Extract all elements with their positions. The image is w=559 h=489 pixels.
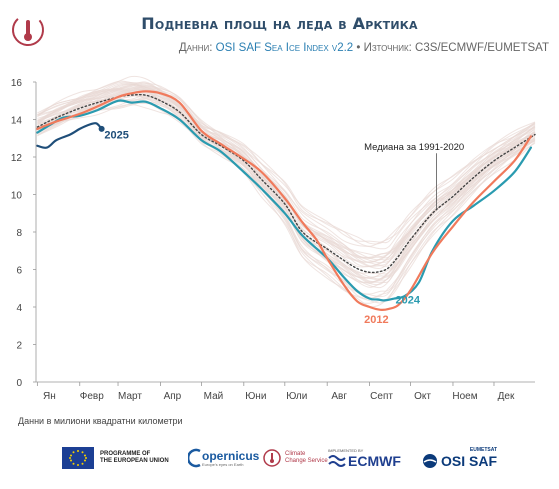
history-line [37,82,536,289]
x-tick-label: Апр [164,391,182,402]
partner-logos: PROGRAMME OF THE EUROPEAN UNION opernicus… [0,440,559,480]
history-line [37,88,536,308]
ecmwf-implemented-by: IMPLEMENTED BY [328,447,364,453]
eumetsat-wordmark: EUMETSAT [469,447,498,453]
ecmwf-logo: IMPLEMENTED BY ECMWF [328,440,401,476]
y-tick-label: 12 [11,153,23,164]
eu-programme-logo: PROGRAMME OF THE EUROPEAN UNION [62,440,169,476]
subtitle-source: OSI SAF Sea Ice Index v2.2 [215,42,354,54]
history-line [37,82,536,268]
history-line [37,97,536,250]
eu-line1: PROGRAMME OF [100,451,151,457]
label-median: Медиана за 1991-2020 [364,142,464,153]
label-2025: 2025 [104,130,128,142]
copernicus-logo: opernicus Europe's eyes on Earth [188,440,259,476]
x-tick-label: Септ [370,391,393,402]
subtitle-suffix: Източник: C3S/ECMWF/EUMETSAT [363,42,549,54]
x-tick-label: Юни [245,391,266,402]
y-tick-label: 8 [16,228,22,239]
x-tick-label: Окт [414,391,431,402]
subtitle-separator: • [353,42,364,54]
copernicus-wordmark: opernicus [202,448,260,463]
x-tick-label: Февр [80,391,104,402]
history-line [37,85,536,288]
series-labels: 2025 2024 2012 Медиана за 1991-2020 [104,130,464,327]
ecmwf-waves-icon [328,454,346,467]
history-line [37,86,536,267]
subtitle: Данни: OSI SAF Sea Ice Index v2.2 • Изто… [179,42,549,54]
x-tick-label: Ноем [452,391,477,402]
osisaf-globe-icon [423,454,437,468]
label-2012: 2012 [364,314,388,326]
ecmwf-wordmark: ECMWF [348,452,401,469]
x-tick-label: Ян [43,391,56,402]
x-tick-label: Авг [331,391,347,402]
x-tick-label: Май [204,391,224,402]
page-title: Подневна площ на леда в Арктика [141,14,418,33]
series-line-2025 [36,122,103,149]
c3s-line1: Climate [285,451,306,457]
y-tick-label: 16 [11,78,23,89]
osisaf-wordmark: OSI SAF [441,453,498,469]
c3s-thermometer-logo [10,12,46,48]
c3s-logo: Climate Change Service [262,440,328,476]
history-line [37,80,536,279]
x-tick-label: Март [118,391,142,402]
y-tick-label: 14 [11,116,23,127]
osisaf-logo: EUMETSAT OSI SAF [422,440,497,476]
eu-flag-icon [62,447,94,469]
sea-ice-extent-chart: 0 2 4 6 8 10 12 14 16 Ян Февр Март Апр Май Юни Юли Авг Се… [11,75,536,402]
copernicus-c-icon [188,448,201,468]
series-line-Медиана-за-1991-2020 [36,93,536,274]
y-tick-label: 10 [11,191,23,202]
series-line-2012 [36,90,532,311]
y-tick-label: 6 [16,266,22,277]
x-tick-label: Юли [286,391,307,402]
axes: 0 2 4 6 8 10 12 14 16 Ян Февр Март Апр Май Юни Юли Авг Се… [11,78,535,402]
series-lines [36,90,536,311]
label-2024: 2024 [396,295,421,307]
history-line [37,91,536,263]
eu-line2: THE EUROPEAN UNION [100,458,169,464]
history-line [37,100,536,261]
history-line [37,83,536,247]
history-line [37,81,536,280]
history-line [37,95,536,304]
series-2025-endpoint [98,125,105,132]
historical-lines [37,75,536,308]
history-line [37,101,536,270]
c3s-line2: Change Service [285,458,328,464]
subtitle-prefix: Данни: [178,42,216,54]
x-tick-label: Дек [498,391,515,402]
copernicus-tagline: Europe's eyes on Earth [202,461,244,467]
y-tick-label: 4 [16,303,22,314]
c3s-icon [263,449,281,467]
history-line [37,88,536,244]
units-footnote: Данни в милиони квадратни километри [18,416,183,426]
y-tick-label: 0 [16,378,22,389]
y-tick-label: 2 [16,341,22,352]
